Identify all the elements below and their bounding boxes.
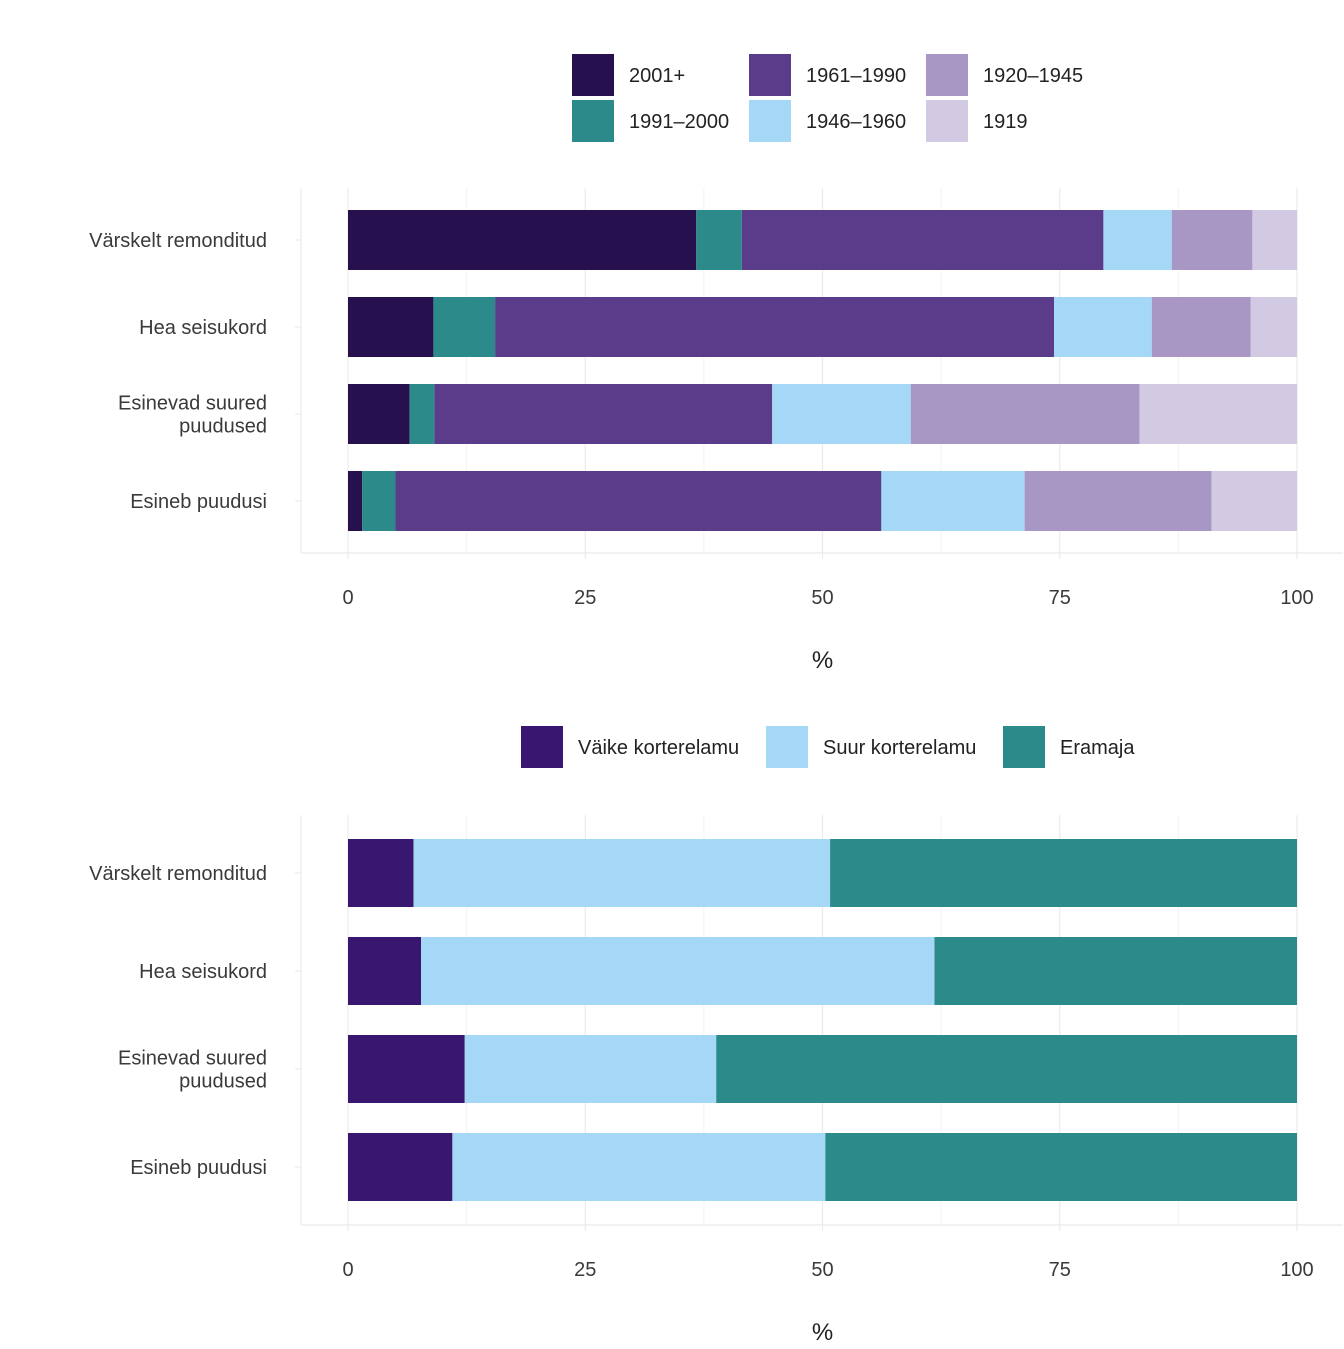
category-label: Hea seisukord <box>139 961 267 983</box>
legend-label: Väike korterelamu <box>578 737 739 759</box>
x-axis-title: % <box>812 1319 833 1344</box>
x-tick-label: 50 <box>811 587 833 609</box>
bar-segment <box>348 1133 453 1201</box>
bar-segment <box>433 297 496 357</box>
category-label: Esineb puudusi <box>130 491 267 513</box>
bar-segment <box>1024 471 1212 531</box>
bar-segment <box>772 384 911 444</box>
bar-segment <box>934 937 1297 1005</box>
x-tick-label: 100 <box>1280 587 1313 609</box>
chart-construction-period: 2001+ 1991–2000 1961–1990 1946–1960 1920–194… <box>89 54 1343 674</box>
bar-segment <box>348 471 363 531</box>
bars <box>295 210 1297 531</box>
bar-segment <box>452 1133 826 1201</box>
x-tick-label: 25 <box>574 587 596 609</box>
x-axis: 0 25 50 75 100 <box>342 1225 1314 1281</box>
category-label: Värskelt remonditud <box>89 230 267 252</box>
bar-segment <box>348 937 422 1005</box>
legend-swatch <box>926 54 968 96</box>
bar-segment <box>1250 297 1297 357</box>
bar-segment <box>825 1133 1297 1201</box>
bar-segment <box>348 297 434 357</box>
bar-segment <box>362 471 396 531</box>
legend-label: Suur korterelamu <box>823 737 976 759</box>
bar-segment <box>348 1035 465 1103</box>
bar-segment <box>495 297 1055 357</box>
category-label: Esinevad suured puudused <box>118 1048 267 1093</box>
bar-segment <box>421 937 935 1005</box>
x-tick-label: 25 <box>574 1259 596 1281</box>
x-tick-label: 100 <box>1280 1259 1313 1281</box>
legend-swatch <box>572 54 614 96</box>
legend-label: 1920–1945 <box>983 65 1083 87</box>
x-tick-label: 50 <box>811 1259 833 1281</box>
legend-swatch <box>749 54 791 96</box>
bar-segment <box>1054 297 1152 357</box>
bar-segment <box>881 471 1025 531</box>
bar-segment <box>1171 210 1253 270</box>
category-label: Värskelt remonditud <box>89 863 267 885</box>
bar-segment <box>348 839 414 907</box>
x-axis: 0 25 50 75 100 <box>342 553 1314 609</box>
bar-segment <box>741 210 1104 270</box>
legend-label: 1991–2000 <box>629 111 729 133</box>
category-label: Esinevad suured puudused <box>118 393 267 438</box>
bar-segment <box>1103 210 1172 270</box>
legend-label: 1961–1990 <box>806 65 906 87</box>
bar-segment <box>830 839 1297 907</box>
bar-segment <box>910 384 1140 444</box>
bar-segment <box>1252 210 1297 270</box>
bar-segment <box>696 210 742 270</box>
bar-segment <box>409 384 435 444</box>
bar-segment <box>348 210 697 270</box>
x-tick-label: 0 <box>342 587 353 609</box>
bar-segment <box>413 839 831 907</box>
legend-swatch <box>926 100 968 142</box>
x-axis-title: % <box>812 647 833 674</box>
category-label: Hea seisukord <box>139 317 267 339</box>
bar-segment <box>1151 297 1251 357</box>
bars <box>295 839 1297 1201</box>
legend-swatch <box>572 100 614 142</box>
x-tick-label: 75 <box>1049 1259 1071 1281</box>
legend-swatch <box>521 726 563 768</box>
legend: 2001+ 1991–2000 1961–1990 1946–1960 1920–194… <box>572 54 1083 142</box>
bar-segment <box>1211 471 1297 531</box>
legend-swatch <box>749 100 791 142</box>
legend-swatch <box>1003 726 1045 768</box>
category-label: Esineb puudusi <box>130 1157 267 1179</box>
bar-segment <box>716 1035 1297 1103</box>
legend-swatch <box>766 726 808 768</box>
legend: Väike korterelamu Suur korterelamu Eramaja <box>521 726 1135 768</box>
legend-label: 1919 <box>983 111 1028 133</box>
chart-building-type: Väike korterelamu Suur korterelamu Eramaja… <box>89 726 1343 1346</box>
x-tick-label: 75 <box>1049 587 1071 609</box>
bar-segment <box>464 1035 717 1103</box>
bar-segment <box>1139 384 1297 444</box>
bar-segment <box>395 471 882 531</box>
bar-segment <box>348 384 410 444</box>
x-tick-label: 0 <box>342 1259 353 1281</box>
bar-segment <box>434 384 773 444</box>
legend-label: 1946–1960 <box>806 111 906 133</box>
legend-label: 2001+ <box>629 65 685 87</box>
legend-label: Eramaja <box>1060 737 1135 759</box>
